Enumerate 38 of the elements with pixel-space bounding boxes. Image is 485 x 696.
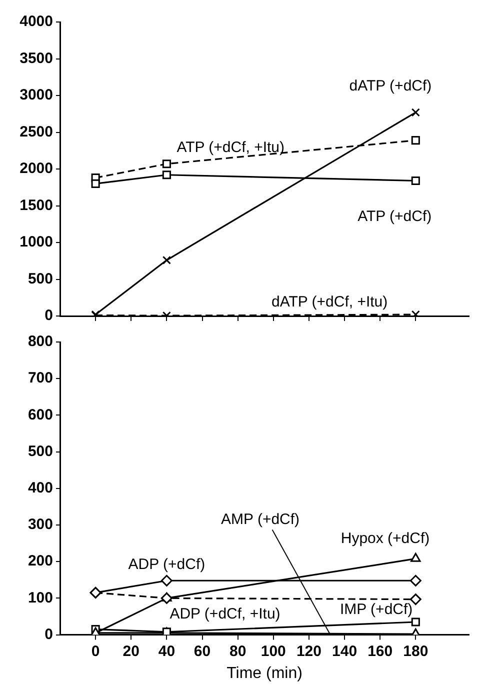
x-tick-label: 140 [332,642,358,660]
series-label: dATP (+dCf, +Itu) [271,294,388,311]
y-tick-label: 3500 [20,50,53,67]
x-tick-label: 60 [194,642,211,660]
x-tick-label: 100 [260,642,286,660]
y-tick-label: 2000 [20,160,53,178]
x-tick-label: 40 [158,642,176,660]
x-tick-label: 120 [296,642,322,660]
x-tick-label: 20 [122,642,140,660]
y-tick-label: 400 [28,480,53,497]
y-tick-label: 200 [28,552,53,570]
y-tick-label: 3000 [20,86,53,104]
x-tick-label: 180 [403,642,428,660]
y-tick-label: 1000 [20,234,53,251]
y-tick-label: 0 [44,626,53,643]
y-tick-label: 1500 [20,196,53,214]
annotation: AMP (+dCf) [221,510,300,528]
x-tick-label: 0 [91,642,100,660]
series-label: ATP (+dCf, +Itu) [176,138,285,156]
y-tick-label: 600 [28,406,53,424]
x-axis-title: Time (min) [226,664,302,682]
x-tick-label: 80 [229,642,246,660]
x-tick-label: 160 [368,642,393,660]
y-tick-label: 100 [28,589,53,606]
series-label: IMP (+dCf) [340,601,413,618]
y-tick-label: 0 [44,307,53,324]
series-label: dATP (+dCf) [349,78,432,95]
y-tick-label: 700 [28,370,53,387]
y-tick-label: 500 [28,270,53,288]
y-tick-label: 300 [28,516,53,534]
series-label: ADP (+dCf, +Itu) [170,605,280,622]
y-tick-label: 500 [28,442,53,460]
y-tick-label: 4000 [20,13,53,30]
series-label: ADP (+dCf) [128,556,206,573]
y-tick-label: 800 [28,333,53,350]
series-label: ATP (+dCf) [358,208,432,225]
series-label: Hypox (+dCf) [340,530,430,547]
y-tick-label: 2500 [20,123,53,140]
